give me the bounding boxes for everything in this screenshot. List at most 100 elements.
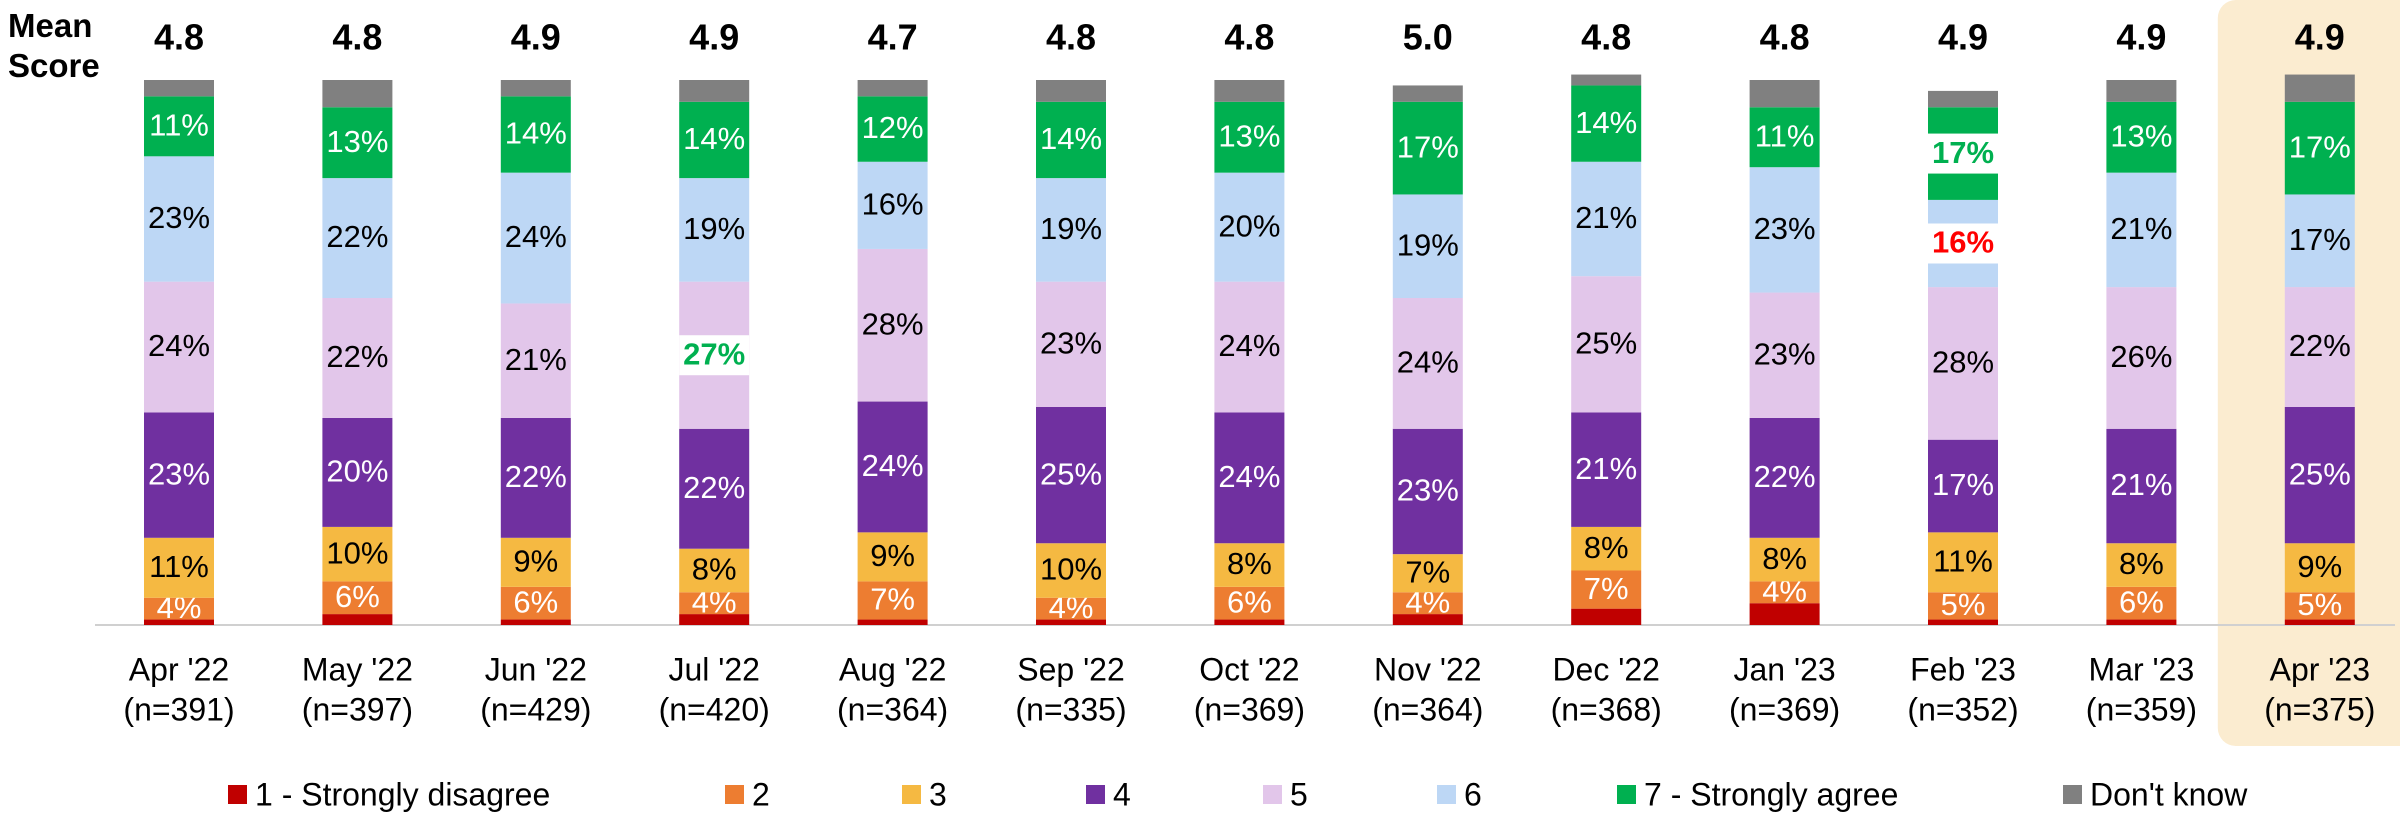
- mean-score: 4.8: [1224, 17, 1274, 58]
- value-label: 24%: [1397, 345, 1459, 380]
- bar-segment: [1928, 592, 1998, 620]
- bar-segment: [322, 526, 393, 582]
- bar-segment: [500, 417, 571, 538]
- value-label: 7%: [1584, 571, 1629, 606]
- value-label: 27%: [683, 336, 745, 371]
- bar-segment: [2284, 194, 2355, 288]
- bar-segment: [857, 581, 928, 620]
- value-label: 17%: [1397, 129, 1459, 164]
- bar-segment: [857, 401, 928, 533]
- legend-swatch: [2063, 785, 2082, 804]
- bar-segment: [679, 80, 750, 102]
- value-label: 23%: [1040, 326, 1102, 361]
- bar-segment: [144, 619, 214, 625]
- n-label: (n=352): [1907, 691, 2018, 727]
- bar-segment: [857, 80, 928, 97]
- value-label: 21%: [1575, 451, 1637, 486]
- n-label: (n=391): [123, 691, 234, 727]
- legend-swatch: [1617, 785, 1636, 804]
- bar-segment: [322, 178, 393, 298]
- x-tick-label: Dec '22: [1552, 651, 1660, 687]
- value-label: 24%: [148, 328, 210, 363]
- value-label: 20%: [1218, 208, 1280, 243]
- legend-swatch: [725, 785, 744, 804]
- bar-segment: [1392, 298, 1463, 429]
- value-label: 22%: [326, 339, 388, 374]
- value-label: 24%: [505, 219, 567, 254]
- bar-segment: [1214, 281, 1285, 413]
- bar-segment: [1928, 90, 1998, 108]
- bar-segment: [2106, 80, 2177, 102]
- bar-segment: [144, 597, 214, 620]
- bar-segment: [2106, 428, 2177, 544]
- bar-segment: [1928, 287, 1998, 440]
- n-label: (n=420): [659, 691, 770, 727]
- bar-segment: [857, 248, 928, 402]
- value-label: 28%: [1932, 345, 1994, 380]
- n-label: (n=397): [302, 691, 413, 727]
- bar-segment: [322, 614, 393, 625]
- significance-box: [679, 335, 750, 376]
- x-tick-label: Jan '23: [1734, 651, 1836, 687]
- n-label: (n=429): [480, 691, 591, 727]
- x-tick-label: Jun '22: [485, 651, 587, 687]
- bar-segment: [1749, 603, 1820, 625]
- value-label: 11%: [1933, 544, 1993, 579]
- bar-segment: [144, 537, 214, 598]
- bar-segment: [857, 532, 928, 582]
- bar-segment: [1571, 276, 1642, 413]
- value-label: 23%: [148, 456, 210, 491]
- bar-segment: [500, 537, 571, 587]
- value-label: 25%: [2289, 456, 2351, 491]
- bar-segment: [1392, 428, 1463, 555]
- legend-label: 2: [752, 776, 770, 812]
- bar-segment: [2284, 101, 2355, 195]
- bar-segment: [1928, 439, 1998, 533]
- bar-segment: [1214, 172, 1285, 282]
- bar-segment: [500, 172, 571, 304]
- mean-title: Mean Score: [8, 7, 100, 84]
- bar-segment: [1036, 407, 1106, 544]
- bar-segment: [2284, 619, 2355, 625]
- significance-box: [1928, 223, 1998, 264]
- legend-label: 6: [1464, 776, 1482, 812]
- value-label: 12%: [862, 110, 924, 145]
- value-label: 22%: [1754, 459, 1816, 494]
- bar-segment: [1392, 101, 1463, 195]
- value-label: 14%: [505, 116, 567, 151]
- bar-segment: [144, 412, 214, 538]
- bar-segment: [2106, 543, 2177, 587]
- value-label: 14%: [1040, 121, 1102, 156]
- legend-swatch: [1086, 785, 1105, 804]
- n-label: (n=369): [1729, 691, 1840, 727]
- value-label: 8%: [1584, 530, 1629, 565]
- value-label: 11%: [149, 108, 209, 143]
- bar-segment: [2106, 586, 2177, 620]
- value-label: 8%: [2119, 546, 2164, 581]
- legend-label: 3: [929, 776, 947, 812]
- bar-segment: [1392, 614, 1463, 625]
- value-label: 25%: [1575, 326, 1637, 361]
- bar-segment: [2284, 287, 2355, 407]
- value-label: 13%: [326, 124, 388, 159]
- value-label: 11%: [1755, 118, 1815, 153]
- bar-segment: [679, 101, 750, 179]
- n-label: (n=364): [837, 691, 948, 727]
- value-label: 6%: [513, 584, 558, 619]
- value-label: 6%: [2119, 584, 2164, 619]
- mean-score: 5.0: [1403, 17, 1453, 58]
- value-label: 24%: [1218, 459, 1280, 494]
- bar-segment: [500, 303, 571, 418]
- legend-label: Don't know: [2090, 776, 2248, 812]
- bar-segment: [2284, 74, 2355, 102]
- bar-segment: [1214, 412, 1285, 544]
- bar-segment: [679, 592, 750, 615]
- value-label: 21%: [505, 342, 567, 377]
- bar-segment: [1571, 74, 1642, 86]
- n-label: (n=369): [1194, 691, 1305, 727]
- bar-segment: [857, 619, 928, 625]
- bar-segment: [1749, 167, 1820, 293]
- x-tick-label: Aug '22: [839, 651, 947, 687]
- value-label: 19%: [1397, 227, 1459, 262]
